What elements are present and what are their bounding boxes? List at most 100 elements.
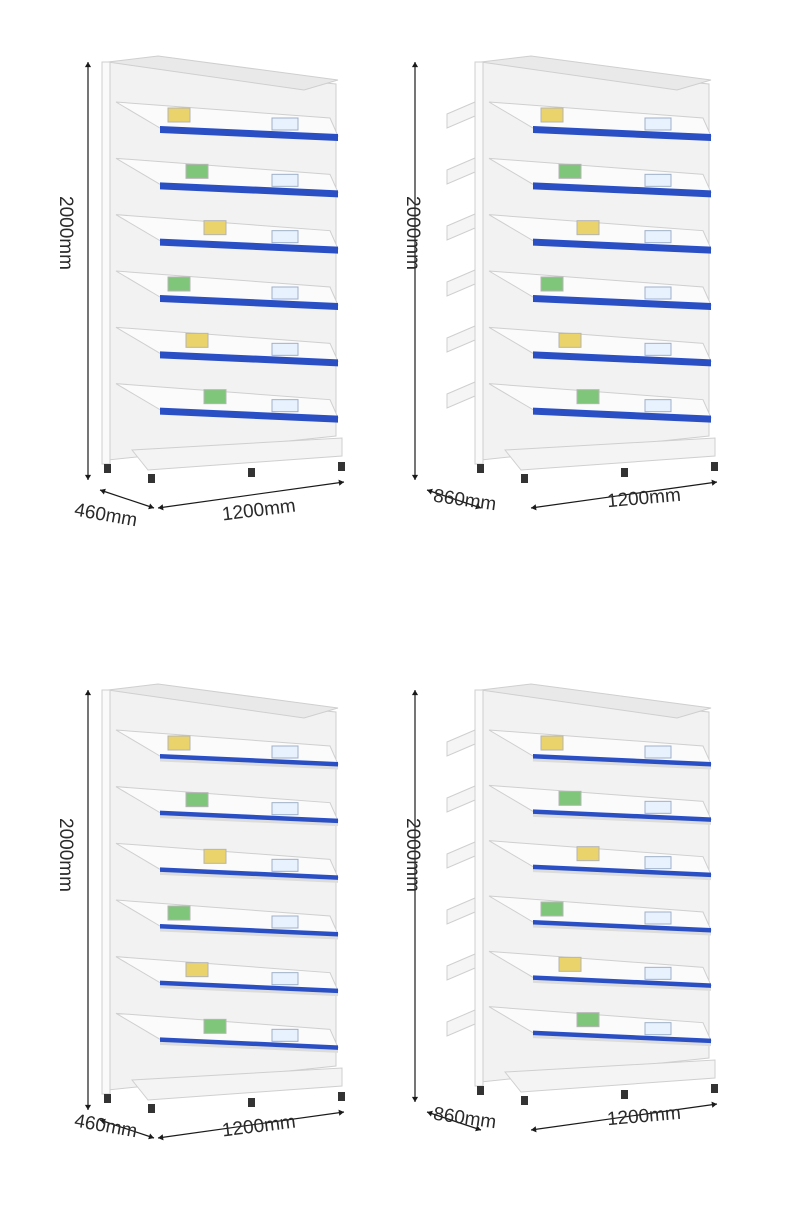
rear-shelf-fin <box>446 897 476 925</box>
depth-arrow <box>99 1119 155 1139</box>
rear-shelf-fin <box>446 325 476 353</box>
arrow-head <box>158 1134 164 1141</box>
shelf-front-lip <box>160 295 338 310</box>
leveling-foot <box>521 474 528 483</box>
rear-shelf-fin <box>446 269 476 297</box>
leveling-foot <box>521 1096 528 1105</box>
leveling-foot <box>477 464 484 473</box>
leveling-foot <box>621 468 628 477</box>
product-box <box>644 966 672 980</box>
leveling-foot <box>248 468 255 477</box>
rear-shelf-fin <box>446 841 476 869</box>
arrow-head <box>338 1109 344 1116</box>
leveling-foot <box>338 1092 345 1101</box>
product-box <box>558 790 582 806</box>
arrow-head <box>475 1125 481 1132</box>
shelf-front-lip <box>533 238 711 254</box>
shelf-front-lip <box>160 182 338 198</box>
arrow-head <box>84 1104 92 1110</box>
product-box <box>644 230 672 244</box>
product-box <box>167 905 191 921</box>
rear-shelf-fin <box>446 953 476 981</box>
width-arrow <box>157 481 345 509</box>
shelf-divider-rail <box>159 928 339 940</box>
product-box <box>644 745 672 759</box>
product-box <box>558 956 582 972</box>
leveling-foot <box>477 1086 484 1095</box>
product-box <box>644 1022 672 1036</box>
base-plinth <box>504 1059 716 1093</box>
shelf-front-lip <box>160 126 338 141</box>
arrow-head <box>338 479 344 486</box>
shelf-panel-3: 2000mm 460mm 1200mm <box>0 612 395 1224</box>
product-box <box>271 802 299 816</box>
left-upright <box>101 689 111 1095</box>
rear-shelf-fin <box>446 101 476 129</box>
leveling-foot <box>148 474 155 483</box>
arrow-head <box>411 1096 419 1102</box>
product-box <box>644 117 672 131</box>
top-canopy <box>107 55 339 91</box>
shelf-divider-rail <box>532 1035 712 1047</box>
product-box <box>644 856 672 870</box>
left-upright <box>474 61 484 465</box>
arrow-head <box>148 503 154 510</box>
arrow-head <box>411 474 419 480</box>
width-arrow <box>157 1111 345 1139</box>
product-box <box>203 220 227 236</box>
product-box <box>558 163 582 179</box>
shelf-illustration-1 <box>84 55 345 511</box>
rear-shelf-fin <box>446 729 476 757</box>
arrow-head <box>711 1101 717 1108</box>
arrow-head <box>84 474 92 480</box>
shelf-illustration-4 <box>411 683 718 1133</box>
product-box <box>558 332 582 348</box>
left-upright <box>474 689 484 1087</box>
shelf-panel-1: 2000mm 460mm 1200mm <box>0 0 395 560</box>
arrow-head <box>411 690 419 696</box>
arrow-head <box>531 504 537 511</box>
top-canopy <box>107 683 339 719</box>
top-canopy <box>480 683 712 719</box>
arrow-head <box>100 1118 106 1125</box>
product-box <box>271 230 299 244</box>
height-dimension-label: 2000mm <box>402 818 423 892</box>
product-box <box>540 901 564 917</box>
leveling-foot <box>148 1104 155 1113</box>
shelf-front-lip <box>533 407 711 423</box>
product-box <box>576 220 600 236</box>
product-box <box>185 163 209 179</box>
product-box <box>203 1018 227 1034</box>
shelf-front-lip <box>533 182 711 198</box>
shelf-illustration-2 <box>411 55 718 511</box>
product-box <box>185 792 209 808</box>
product-box <box>271 915 299 929</box>
product-box <box>576 389 600 405</box>
shelf-divider-rail <box>532 758 712 770</box>
product-box <box>271 173 299 187</box>
arrow-head <box>148 1133 154 1140</box>
product-box <box>576 846 600 862</box>
product-box <box>185 962 209 978</box>
shelf-panel-4: 2000mm 860mm 1200mm <box>395 612 790 1224</box>
shelf-divider-rail <box>159 815 339 827</box>
product-box <box>644 173 672 187</box>
left-upright <box>101 61 111 465</box>
leveling-foot <box>338 462 345 471</box>
arrow-head <box>475 503 481 510</box>
arrow-head <box>100 488 106 495</box>
product-box <box>644 911 672 925</box>
product-box <box>271 342 299 356</box>
product-box <box>644 342 672 356</box>
leveling-foot <box>104 464 111 473</box>
shelf-front-lip <box>160 407 338 423</box>
leveling-foot <box>248 1098 255 1107</box>
rear-shelf-fin <box>446 213 476 241</box>
base-plinth <box>131 437 343 471</box>
shelf-front-lip <box>160 351 338 367</box>
product-box <box>271 286 299 300</box>
shelf-front-lip <box>533 351 711 367</box>
product-box <box>540 735 564 751</box>
product-box <box>271 117 299 131</box>
leveling-foot <box>711 462 718 471</box>
